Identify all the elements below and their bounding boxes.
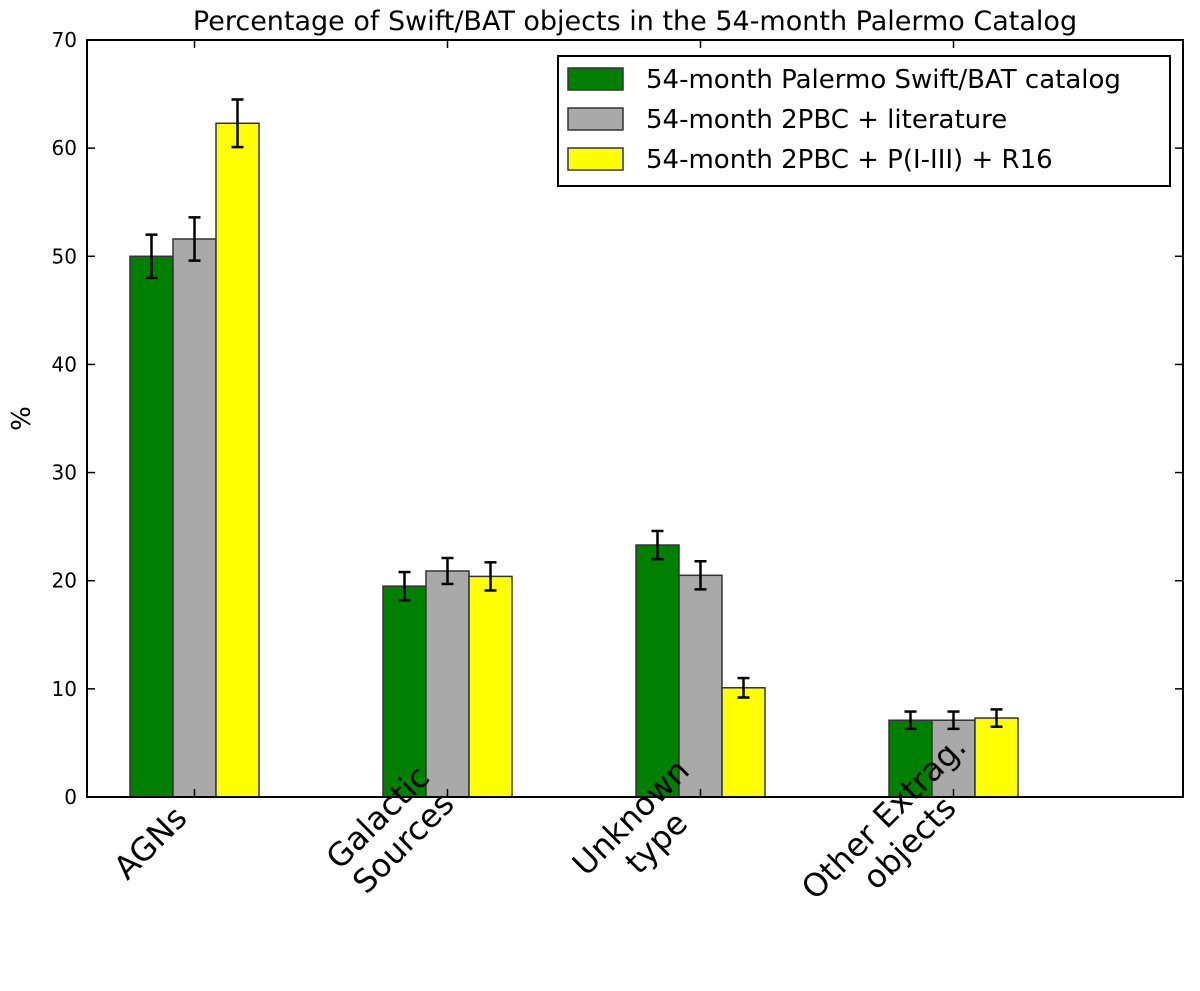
y-tick-label: 20 bbox=[52, 569, 77, 593]
legend-label-2: 54-month 2PBC + P(I-III) + R16 bbox=[646, 145, 1053, 175]
bar-series-2-cat-3 bbox=[974, 717, 1019, 798]
plot-area bbox=[86, 39, 1184, 798]
legend-label-0: 54-month Palermo Swift/BAT catalog bbox=[646, 65, 1121, 95]
y-axis-label: % bbox=[7, 406, 37, 431]
y-tick-label: 70 bbox=[52, 28, 77, 52]
legend: 54-month Palermo Swift/BAT catalog 54-mon… bbox=[557, 55, 1171, 187]
y-tick-label: 30 bbox=[52, 461, 77, 485]
bar-series-0-cat-2 bbox=[635, 544, 680, 798]
error-bars-layer bbox=[145, 98, 1003, 731]
legend-label-1: 54-month 2PBC + literature bbox=[646, 105, 1007, 135]
legend-swatch-1 bbox=[567, 107, 624, 131]
x-category-label-line: AGNs bbox=[106, 799, 194, 887]
y-tick-label: 0 bbox=[64, 785, 77, 809]
y-tick-label: 10 bbox=[52, 677, 77, 701]
bar-series-0-cat-1 bbox=[382, 585, 427, 798]
bar-series-1-cat-1 bbox=[425, 570, 470, 798]
bar-series-2-cat-0 bbox=[215, 122, 260, 798]
bar-series-2-cat-1 bbox=[468, 575, 513, 798]
bar-series-2-cat-2 bbox=[721, 687, 766, 798]
legend-box bbox=[557, 55, 1171, 187]
bar-series-0-cat-0 bbox=[129, 255, 174, 798]
legend-swatch-0 bbox=[567, 67, 624, 91]
bar-series-1-cat-0 bbox=[172, 238, 217, 798]
chart-title: Percentage of Swift/BAT objects in the 5… bbox=[193, 6, 1077, 37]
y-tick-label: 60 bbox=[52, 136, 77, 160]
x-category-label: AGNs bbox=[106, 799, 194, 887]
bars-layer bbox=[129, 122, 1019, 798]
y-tick-label: 40 bbox=[52, 352, 77, 376]
legend-swatch-2 bbox=[567, 147, 624, 171]
y-tick-label: 50 bbox=[52, 244, 77, 268]
bar-series-1-cat-2 bbox=[678, 574, 723, 798]
y-axis: 0 10 20 30 40 50 60 70 bbox=[52, 28, 1183, 809]
